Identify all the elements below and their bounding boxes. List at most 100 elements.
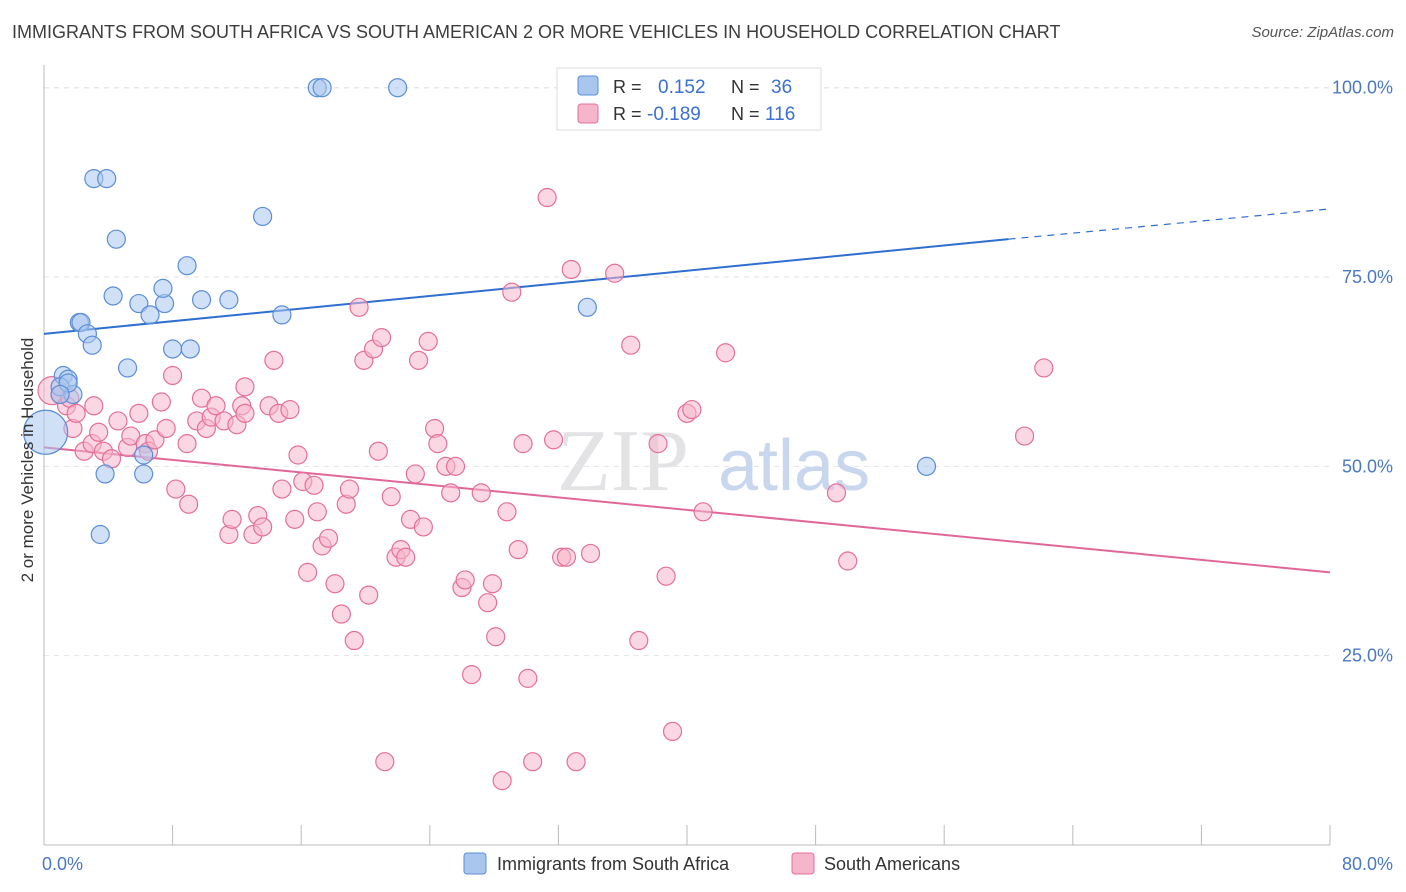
point-south-americans-111 xyxy=(1014,426,1035,446)
trend-lines xyxy=(43,208,1331,574)
point-south-americans-49 xyxy=(304,475,324,495)
point-south-africa-12 xyxy=(106,229,126,249)
source-label: Source: ZipAtlas.com xyxy=(1251,24,1394,41)
point-south-americans-44 xyxy=(280,399,300,420)
legend-swatch-pink xyxy=(577,103,599,124)
point-south-africa-34 xyxy=(916,456,937,476)
point-south-americans-78 xyxy=(445,456,466,476)
point-south-americans-5 xyxy=(66,403,86,423)
point-south-americans-81 xyxy=(461,665,482,685)
y-tick-label-25: 25.0% xyxy=(1342,646,1393,666)
point-south-americans-91 xyxy=(518,668,538,688)
point-south-americans-93 xyxy=(537,187,557,208)
point-south-americans-54 xyxy=(331,604,351,624)
point-south-americans-100 xyxy=(621,335,641,355)
point-south-americans-65 xyxy=(381,487,401,507)
point-south-africa-35 xyxy=(50,384,70,405)
watermark: ZIP atlas xyxy=(557,413,870,510)
point-south-americans-58 xyxy=(349,297,369,317)
point-south-americans-106 xyxy=(682,399,702,420)
point-south-africa-32 xyxy=(134,445,154,465)
series-legend: Immigrants from South Africa South Ameri… xyxy=(463,852,960,875)
point-south-americans-64 xyxy=(375,752,395,772)
point-south-americans-57 xyxy=(344,630,364,651)
point-south-americans-107 xyxy=(693,502,713,522)
point-south-americans-108 xyxy=(715,343,736,363)
point-south-americans-48 xyxy=(298,562,318,582)
point-south-africa-31 xyxy=(90,524,110,545)
point-south-americans-46 xyxy=(288,445,308,465)
point-south-africa-13 xyxy=(103,286,123,306)
point-south-africa-22 xyxy=(191,290,212,310)
correlation-legend: R = 0.152 N = 36 R = -0.189 N = 116 xyxy=(556,67,822,131)
trend-line-south-africa-extension xyxy=(1008,208,1331,240)
point-south-americans-20 xyxy=(156,418,176,439)
point-south-americans-103 xyxy=(656,566,676,586)
point-south-americans-68 xyxy=(396,547,416,567)
point-south-americans-87 xyxy=(497,502,517,522)
point-south-americans-77 xyxy=(441,483,461,503)
chart-title: IMMIGRANTS FROM SOUTH AFRICA VS SOUTH AM… xyxy=(12,22,1061,42)
point-south-americans-32 xyxy=(222,509,242,529)
point-south-americans-112 xyxy=(1034,358,1054,378)
point-south-africa-19 xyxy=(163,339,183,359)
legend-bottom-swatch-pink xyxy=(791,852,815,875)
point-south-americans-110 xyxy=(838,551,858,571)
point-south-africa-15 xyxy=(129,293,149,314)
point-south-africa-0 xyxy=(23,409,69,455)
grid-lines xyxy=(44,87,1330,657)
point-south-americans-12 xyxy=(108,411,128,431)
point-south-americans-99 xyxy=(605,263,625,283)
point-south-americans-88 xyxy=(502,282,522,302)
point-south-africa-9 xyxy=(82,335,102,355)
point-south-americans-63 xyxy=(371,328,392,348)
point-south-africa-29 xyxy=(95,464,115,484)
point-south-americans-86 xyxy=(492,771,512,791)
point-south-americans-53 xyxy=(325,574,345,594)
point-south-americans-43 xyxy=(272,479,292,499)
point-south-americans-90 xyxy=(513,434,533,454)
point-south-americans-15 xyxy=(129,403,149,423)
legend-series-2: South Americans xyxy=(824,854,960,874)
point-south-americans-98 xyxy=(566,752,586,772)
x-tick-labels: 0.0% 80.0% xyxy=(42,854,1393,874)
point-south-africa-14 xyxy=(117,358,138,378)
legend-r-label-1: R = xyxy=(613,77,642,97)
x-tick-label-min: 0.0% xyxy=(42,854,83,874)
point-south-africa-33 xyxy=(577,297,597,317)
point-south-americans-82 xyxy=(471,483,491,503)
trend-line-south-africa xyxy=(43,238,1009,335)
legend-n-label-2: N = xyxy=(731,104,760,124)
point-south-africa-11 xyxy=(97,168,117,189)
watermark-zip: ZIP xyxy=(557,413,689,510)
point-south-africa-20 xyxy=(177,256,197,276)
point-south-americans-71 xyxy=(408,350,429,370)
point-south-americans-18 xyxy=(145,430,165,450)
legend-r-value-2: -0.189 xyxy=(647,104,701,125)
legend-n-label-1: N = xyxy=(731,77,760,97)
point-south-americans-41 xyxy=(264,350,284,370)
point-south-americans-21 xyxy=(163,365,183,386)
legend-series-1: Immigrants from South Africa xyxy=(497,854,730,874)
point-south-africa-23 xyxy=(219,290,239,310)
legend-r-label-2: R = xyxy=(613,104,642,124)
point-south-americans-24 xyxy=(179,494,199,514)
y-tick-labels: 25.0% 50.0% 75.0% 100.0% xyxy=(1332,78,1393,666)
point-south-americans-80 xyxy=(455,570,475,590)
point-south-americans-39 xyxy=(253,517,273,537)
point-south-americans-104 xyxy=(662,721,683,742)
point-south-africa-21 xyxy=(180,339,200,359)
point-south-americans-109 xyxy=(826,483,847,503)
point-south-americans-89 xyxy=(508,540,528,560)
y-tick-label-50: 50.0% xyxy=(1342,456,1393,476)
legend-n-value-2: 116 xyxy=(765,104,795,125)
point-south-africa-24 xyxy=(253,206,273,227)
legend-swatch-blue xyxy=(577,75,599,96)
point-south-americans-94 xyxy=(543,430,564,450)
legend-bottom-swatch-blue xyxy=(463,852,487,875)
legend-n-value-1: 36 xyxy=(771,77,792,98)
point-south-americans-29 xyxy=(206,396,226,416)
axes xyxy=(43,65,1331,846)
point-south-americans-75 xyxy=(428,434,448,454)
point-south-americans-35 xyxy=(235,403,255,423)
